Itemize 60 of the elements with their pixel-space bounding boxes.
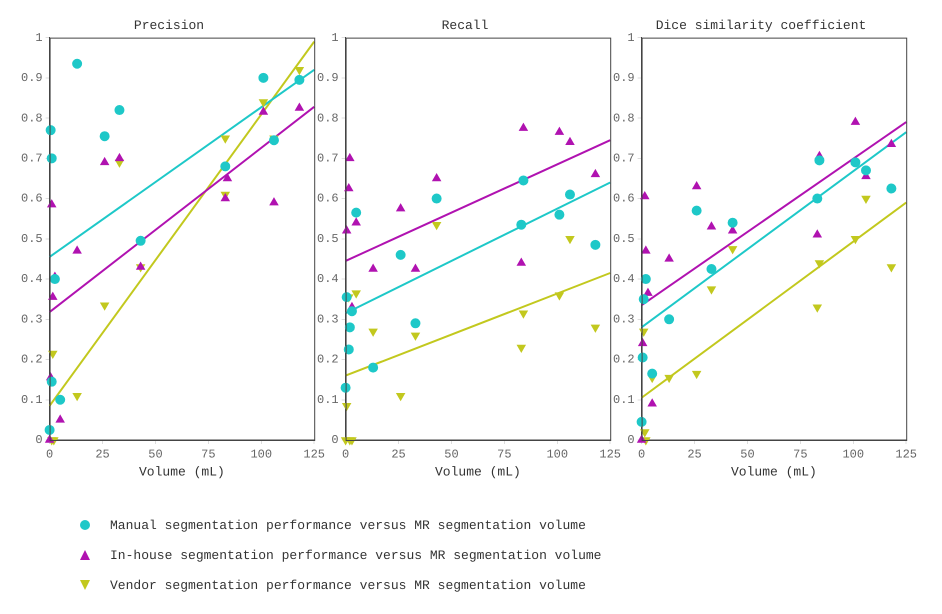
y-tick-label: 0.7 — [20, 151, 43, 166]
chart-title: Precision — [134, 18, 204, 34]
x-tick-label: 100 — [546, 447, 568, 462]
x-tick-label: 75 — [793, 447, 808, 462]
x-axis-title: Volume (mL) — [434, 464, 521, 480]
y-tick-label: 0.4 — [316, 272, 339, 286]
y-tick-label: 1 — [627, 30, 635, 45]
chart-title: Dice similarity coefficient — [656, 18, 866, 34]
legend-label: Vendor segmentation performance versus MR segmentation volume — [110, 578, 586, 592]
x-tick-label: 0 — [342, 447, 350, 462]
y-tick-label: 0.9 — [316, 71, 339, 86]
x-tick-label: 125 — [303, 447, 326, 462]
x-tick-label: 75 — [497, 447, 512, 462]
y-tick-label: 0.6 — [612, 192, 635, 206]
x-tick-label: 50 — [740, 447, 755, 462]
y-tick-label: 0.5 — [20, 232, 43, 246]
x-tick-label: 125 — [895, 447, 918, 462]
legend-label: In-house segmentation performance versus MR segmentation volume — [110, 548, 602, 562]
x-axis-title: Volume (mL) — [730, 464, 817, 480]
y-tick-label: 0 — [627, 433, 635, 448]
x-tick-label: 25 — [95, 447, 110, 462]
y-tick-label: 0 — [331, 433, 339, 448]
y-tick-label: 0.4 — [20, 272, 43, 286]
y-tick-label: 0.9 — [20, 71, 43, 86]
y-tick-label: 0.2 — [316, 352, 339, 367]
y-tick-label: 0.4 — [612, 272, 635, 286]
x-tick-label: 75 — [201, 447, 216, 462]
y-tick-label: 0.8 — [612, 111, 635, 126]
x-tick-label: 50 — [148, 447, 163, 462]
y-tick-label: 0.2 — [612, 352, 635, 367]
x-tick-label: 0 — [46, 447, 54, 462]
y-tick-label: 0.8 — [316, 111, 339, 126]
x-tick-label: 100 — [250, 447, 272, 462]
y-tick-label: 0.6 — [20, 192, 43, 206]
y-tick-label: 0.3 — [316, 312, 339, 326]
x-tick-label: 25 — [687, 447, 702, 462]
y-tick-label: 0.7 — [612, 151, 635, 166]
x-tick-label: 125 — [599, 447, 622, 462]
legend-label: Manual segmentation performance versus MR segmentation volume — [110, 518, 586, 532]
y-tick-label: 0.1 — [316, 392, 339, 407]
y-tick-label: 0.6 — [316, 192, 339, 206]
y-tick-label: 0.3 — [612, 312, 635, 326]
x-tick-label: 25 — [391, 447, 406, 462]
x-tick-label: 100 — [842, 447, 864, 462]
x-tick-label: 0 — [638, 447, 646, 462]
y-tick-label: 0.9 — [612, 71, 635, 86]
y-tick-label: 0.1 — [612, 392, 635, 407]
y-tick-label: 0.1 — [20, 392, 43, 407]
y-tick-label: 0.2 — [20, 352, 43, 367]
chart-title: Recall — [442, 18, 489, 34]
y-tick-label: 0.5 — [612, 232, 635, 246]
y-tick-label: 0.8 — [20, 111, 43, 126]
y-tick-label: 0.5 — [316, 232, 339, 246]
x-axis-title: Volume (mL) — [138, 464, 225, 480]
y-tick-label: 0.3 — [20, 312, 43, 326]
y-tick-label: 0.7 — [316, 151, 339, 166]
y-tick-label: 1 — [331, 30, 339, 45]
y-tick-label: 1 — [35, 30, 43, 45]
y-tick-label: 0 — [35, 433, 43, 448]
x-tick-label: 50 — [444, 447, 459, 462]
